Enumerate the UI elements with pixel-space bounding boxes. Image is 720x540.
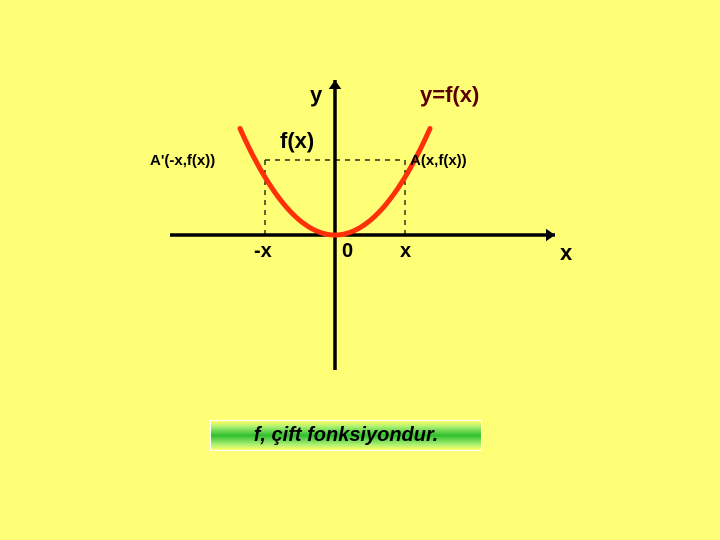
point-a-prime-label: A'(-x,f(x)) <box>150 152 215 169</box>
point-a-label: A(x,f(x)) <box>410 152 467 169</box>
x-axis-label: x <box>560 240 572 266</box>
y-axis-label: y <box>310 82 322 108</box>
tick-neg-x: -x <box>254 240 272 263</box>
fx-label: f(x) <box>280 128 314 154</box>
diagram-svg <box>0 0 720 540</box>
tick-pos-x: x <box>400 240 411 263</box>
caption-box: f, çift fonksiyondur. <box>210 420 482 451</box>
tick-origin: 0 <box>342 240 353 263</box>
caption-text: f, çift fonksiyondur. <box>254 424 438 446</box>
diagram-stage: y y=f(x) f(x) A'(-x,f(x)) A(x,f(x)) -x 0… <box>0 0 720 540</box>
curve-label: y=f(x) <box>420 82 479 108</box>
